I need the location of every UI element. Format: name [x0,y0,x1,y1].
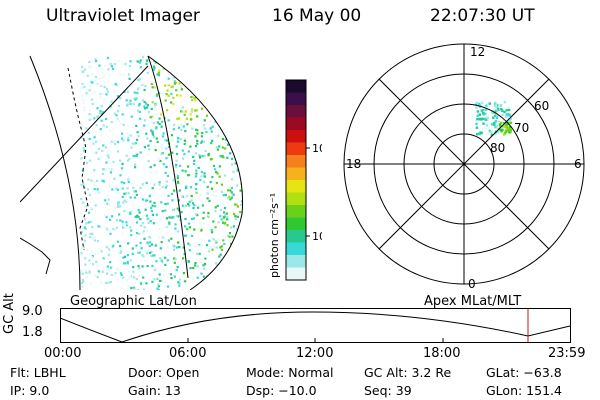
info-door: Door: Open [128,365,200,380]
time-tick-1800: 18:00 [423,346,461,361]
colorbar-tick-10: 10 [312,230,322,243]
date-label: 16 May 00 [272,6,362,26]
polar-label: Apex MLat/MLT [424,294,522,309]
info-ip: IP: 9.0 [10,383,50,398]
coastline [67,67,89,251]
grid-line [20,65,149,203]
lat-60: 60 [534,99,549,113]
alt-axis-label: GC Alt [2,293,17,334]
time-tick-2359: 23:59 [548,346,586,361]
time-tick-0000: 00:00 [44,346,82,361]
polar-plot: 12 18 6 0 60 70 80 [343,43,585,291]
mlt-18: 18 [346,157,361,171]
info-glat: GLat: −63.8 [486,365,562,380]
lat-70: 70 [514,121,529,135]
imager-title: Ultraviolet Imager [46,6,200,26]
mlt-0: 0 [468,277,476,291]
geographic-label: Geographic Lat/Lon [70,294,197,309]
time-tick-0600: 06:00 [169,346,207,361]
time-label: 22:07:30 UT [430,6,535,26]
altitude-strip [60,308,571,343]
info-dsp: Dsp: −10.0 [246,383,317,398]
info-gain: Gain: 13 [128,383,181,398]
latitude-line [29,55,81,290]
info-gc-alt: GC Alt: 3.2 Re [364,365,452,380]
meridian-line [147,55,189,279]
auroral-emission [80,56,243,290]
info-filter: Flt: LBHL [10,365,66,380]
info-mode: Mode: Normal [246,365,334,380]
info-glon: GLon: 151.4 [486,383,562,398]
coastline-south [20,237,51,275]
colorbar-tick-100: 100 [312,142,322,155]
colorbar-gradient [286,80,306,281]
alt-tick-high: 9.0 [22,304,43,319]
altitude-curve [60,311,571,343]
colorbar-unit-label: photon cm⁻²s⁻¹ [268,193,281,278]
alt-tick-low: 1.8 [22,325,43,340]
colorbar: 100 10 photon cm⁻²s⁻¹ [268,79,322,281]
lat-80: 80 [490,141,505,155]
mlt-6: 6 [574,157,582,171]
mlt-12: 12 [470,45,485,59]
geographic-image [20,55,244,290]
time-tick-1200: 12:00 [296,346,334,361]
info-seq: Seq: 39 [364,383,412,398]
earth-limb [147,55,244,290]
